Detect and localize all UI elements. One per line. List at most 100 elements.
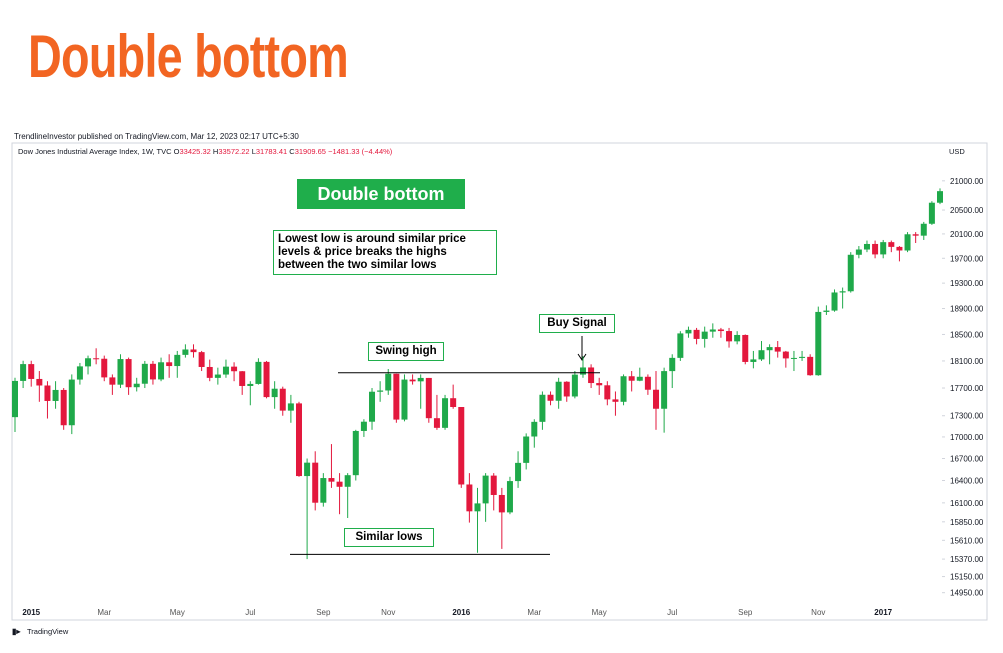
swing-high-label: Swing high — [368, 342, 444, 361]
candle-body — [831, 292, 838, 311]
candle-body — [76, 366, 83, 380]
candle-body — [790, 357, 797, 359]
candle-body — [247, 383, 254, 386]
candle-body — [515, 462, 522, 482]
candle-body — [807, 356, 814, 376]
candle-body — [774, 347, 781, 352]
candle-body — [93, 358, 100, 360]
candle-body — [685, 329, 692, 334]
y-tick-label: 16700.00 — [950, 455, 984, 464]
byline: TrendlineInvestor published on TradingVi… — [14, 132, 299, 141]
candle-body — [190, 349, 197, 353]
chart-frame — [11, 142, 988, 621]
candle-body — [758, 350, 765, 360]
candle-body — [360, 421, 367, 431]
candle-body — [12, 380, 18, 418]
candle-body — [872, 243, 879, 255]
candle-body — [174, 354, 181, 367]
quote-key: C — [289, 147, 295, 156]
candle-body — [401, 379, 408, 420]
y-tick-label: 17000.00 — [950, 433, 984, 442]
candle-body — [255, 361, 262, 384]
candle-body — [920, 223, 927, 236]
candle-body — [693, 329, 700, 339]
candle-body — [206, 366, 213, 378]
candle-body — [336, 481, 343, 487]
candle-body — [523, 436, 530, 463]
y-tick-label: 19300.00 — [950, 279, 984, 288]
candle-body — [847, 254, 854, 292]
candle-body — [109, 377, 116, 385]
candle-body — [52, 389, 59, 401]
candle-body — [458, 407, 465, 485]
x-tick-label: 2017 — [874, 608, 892, 617]
candle-body — [588, 367, 595, 384]
candle-body — [466, 484, 473, 512]
y-tick-label: 16100.00 — [950, 499, 984, 508]
candle-body — [377, 390, 384, 392]
candle-body — [928, 202, 935, 224]
y-tick-label: 15370.00 — [950, 555, 984, 564]
y-tick-label: 16400.00 — [950, 476, 984, 485]
candle-body — [344, 475, 351, 487]
candle-body — [823, 310, 830, 312]
candle-body — [579, 367, 586, 375]
quote-value: 33572.22 — [218, 147, 250, 156]
candle-body — [239, 371, 246, 386]
y-tick-label: 18900.00 — [950, 305, 984, 314]
candle-body — [44, 385, 51, 401]
symbol: Dow Jones Industrial Average Index, 1W, … — [18, 147, 172, 156]
candle-body — [799, 356, 806, 358]
y-tick-label: 19700.00 — [950, 254, 984, 263]
change: −1481.33 (−4.44%) — [328, 147, 393, 156]
candle-body — [60, 389, 67, 426]
candle-body — [571, 374, 578, 397]
candle-body — [117, 359, 124, 385]
candle-body — [531, 421, 538, 437]
y-tick-label: 20100.00 — [950, 230, 984, 239]
buy-signal-label: Buy Signal — [539, 314, 615, 333]
quote-value: 31909.65 — [294, 147, 326, 156]
x-tick-label: Sep — [316, 608, 331, 617]
candle-body — [669, 357, 676, 372]
candle-body — [182, 349, 189, 355]
candle-body — [68, 379, 75, 426]
y-tick-label: 15150.00 — [950, 573, 984, 582]
candle-body — [653, 389, 660, 409]
candle-body — [628, 376, 635, 381]
y-tick-label: 17300.00 — [950, 412, 984, 421]
y-tick-label: 15850.00 — [950, 518, 984, 527]
candle-body — [490, 475, 497, 495]
candle-body — [417, 377, 424, 382]
currency: USD — [949, 147, 965, 156]
candle-body — [263, 361, 270, 398]
candle-body — [880, 242, 887, 255]
candle-body — [369, 391, 376, 422]
badge: Double bottom — [297, 179, 465, 209]
candle-body — [214, 374, 221, 378]
x-tick-label: May — [170, 608, 185, 617]
y-tick-label: 18100.00 — [950, 357, 984, 366]
candle-body — [198, 352, 205, 367]
candle-body — [888, 242, 895, 247]
candle-body — [482, 475, 489, 504]
x-tick-label: Nov — [811, 608, 825, 617]
candle-body — [125, 359, 132, 388]
candle-body — [20, 364, 27, 381]
x-tick-label: Mar — [527, 608, 541, 617]
symbol-line: Dow Jones Industrial Average Index, 1W, … — [18, 147, 392, 156]
candle-body — [717, 329, 724, 332]
candle-body — [425, 377, 432, 419]
candle-body — [815, 311, 822, 376]
note: Lowest low is around similar price level… — [273, 230, 497, 275]
candle-body — [498, 494, 505, 513]
candle-body — [734, 334, 741, 342]
candle-body — [937, 191, 943, 203]
candle-body — [450, 398, 457, 408]
candle-body — [620, 376, 627, 402]
quote-key: O — [173, 147, 180, 156]
quote-key: L — [251, 147, 256, 156]
quote-value: 33425.32 — [179, 147, 211, 156]
candle-body — [782, 351, 789, 359]
